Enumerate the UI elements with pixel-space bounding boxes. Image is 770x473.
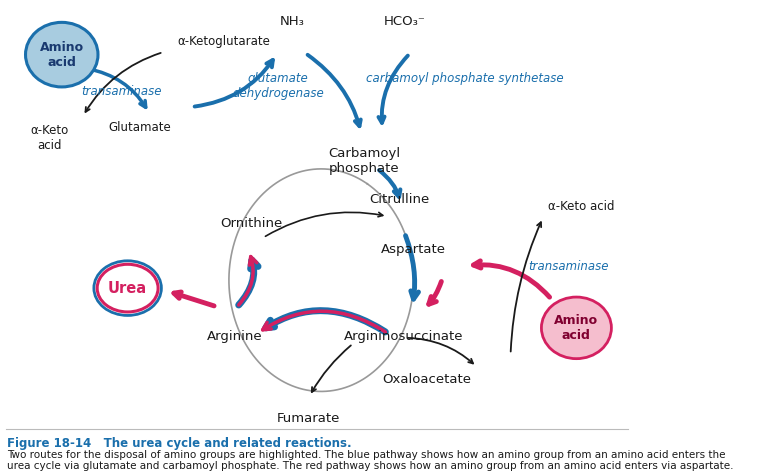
Text: Urea: Urea bbox=[108, 280, 147, 296]
Text: glutamate
dehydrogenase: glutamate dehydrogenase bbox=[233, 71, 324, 99]
Text: Amino
acid: Amino acid bbox=[554, 314, 598, 342]
Text: Arginine: Arginine bbox=[207, 330, 263, 343]
Text: Carbamoyl
phosphate: Carbamoyl phosphate bbox=[328, 147, 400, 175]
Text: urea cycle via glutamate and carbamoyl phosphate. The red pathway shows how an a: urea cycle via glutamate and carbamoyl p… bbox=[7, 461, 733, 471]
Text: Oxaloacetate: Oxaloacetate bbox=[382, 373, 471, 385]
Text: Argininosuccinate: Argininosuccinate bbox=[343, 330, 464, 343]
Text: transaminase: transaminase bbox=[528, 260, 608, 273]
Text: α-Keto
acid: α-Keto acid bbox=[30, 124, 69, 152]
Text: Citrulline: Citrulline bbox=[370, 193, 430, 206]
Text: Amino
acid: Amino acid bbox=[40, 41, 84, 69]
Text: Glutamate: Glutamate bbox=[109, 121, 172, 134]
Text: NH₃: NH₃ bbox=[280, 15, 305, 28]
Text: α-Keto acid: α-Keto acid bbox=[547, 200, 614, 213]
Ellipse shape bbox=[25, 22, 98, 87]
Text: α-Ketoglutarate: α-Ketoglutarate bbox=[177, 35, 270, 48]
Text: transaminase: transaminase bbox=[82, 85, 162, 98]
Text: Ornithine: Ornithine bbox=[220, 218, 283, 230]
Text: Fumarate: Fumarate bbox=[277, 412, 340, 425]
Text: Aspartate: Aspartate bbox=[381, 243, 447, 256]
Text: Figure 18-14   The urea cycle and related reactions.: Figure 18-14 The urea cycle and related … bbox=[7, 437, 351, 450]
Text: HCO₃⁻: HCO₃⁻ bbox=[384, 15, 426, 28]
Text: carbamoyl phosphate synthetase: carbamoyl phosphate synthetase bbox=[367, 71, 564, 85]
Ellipse shape bbox=[97, 264, 158, 312]
Ellipse shape bbox=[541, 297, 611, 359]
Text: Two routes for the disposal of amino groups are highlighted. The blue pathway sh: Two routes for the disposal of amino gro… bbox=[7, 450, 725, 460]
